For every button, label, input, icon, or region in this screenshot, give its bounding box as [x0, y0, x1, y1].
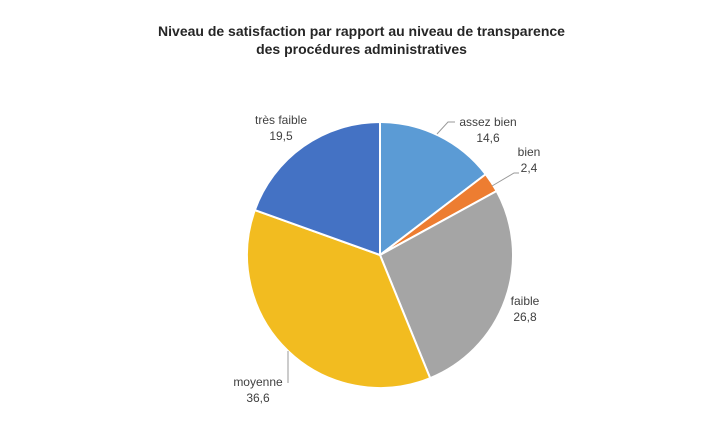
slice-label-bien: bien 2,4: [518, 144, 541, 176]
chart-title: Niveau de satisfaction par rapport au ni…: [0, 22, 723, 58]
slice-label-assez-bien: assez bien 14,6: [459, 114, 516, 146]
slice-label-bien-name: bien: [517, 145, 541, 159]
slice-label-faible-value: 26,8: [513, 310, 537, 324]
slice-label-tres-faible: très faible 19,5: [255, 112, 307, 144]
slice-label-assez-bien-value: 14,6: [476, 131, 500, 145]
chart-title-line2: des procédures administratives: [256, 41, 467, 57]
leader-line-assez-bien: [436, 121, 455, 135]
pie-slice-assez-bien: [379, 121, 487, 256]
slice-label-faible: faible 26,8: [511, 293, 540, 325]
slice-label-assez-bien-name: assez bien: [459, 115, 517, 129]
slice-label-moyenne: moyenne 36,6: [233, 374, 282, 406]
slice-label-moyenne-value: 36,6: [246, 391, 270, 405]
slice-label-bien-value: 2,4: [520, 161, 538, 175]
pie-slices: [246, 121, 514, 389]
pie-slice-faible: [379, 190, 514, 380]
slice-label-faible-name: faible: [510, 294, 540, 308]
pie-slice-tres-faible: [253, 121, 381, 256]
leader-lines: [287, 121, 519, 383]
chart-title-line1: Niveau de satisfaction par rapport au ni…: [158, 23, 565, 39]
slice-label-tres-faible-value: 19,5: [269, 129, 293, 143]
leader-line-bien: [491, 172, 519, 187]
slice-label-tres-faible-name: très faible: [254, 113, 308, 127]
slice-label-moyenne-name: moyenne: [233, 375, 283, 389]
